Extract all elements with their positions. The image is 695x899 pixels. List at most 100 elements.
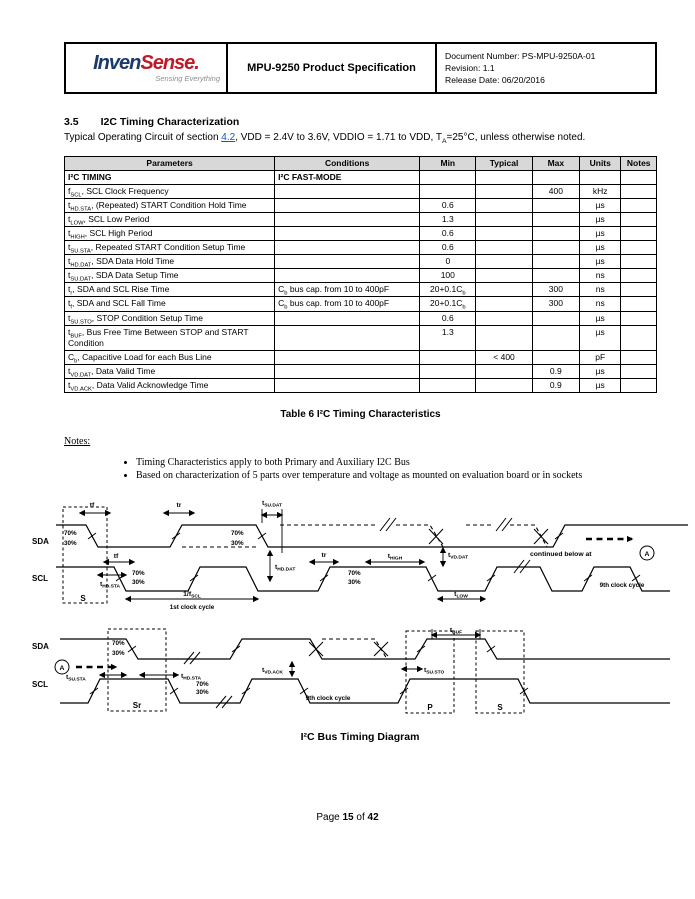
cell-units: µs [579,212,622,228]
table-row: fSCL, SCL Clock Frequency 400 kHz [63,184,657,200]
cell-units: µs [579,310,622,326]
table-row: tr, SDA and SCL Rise Time Cb bus cap. fro… [63,282,657,298]
cell-max [531,240,581,256]
continuation-a-label: A [60,665,65,672]
cell-min: 100 [419,268,477,284]
cell-cond [274,212,421,228]
break-marks [379,517,531,574]
cell-min [419,184,477,200]
section-number: 3.5 [64,116,79,128]
tr-label-sda: tr [177,502,182,509]
pct30-label: 30% [348,579,361,586]
cell-min [419,363,477,379]
cell-min [419,377,477,393]
cell-param: tHIGH, SCL High Period [63,226,276,242]
cell-cond [274,310,421,326]
continuation-a-label: A [645,551,650,558]
cell-cond [274,198,421,214]
page-footer: Page 15 of 42 [0,812,695,823]
cell-cond [274,254,421,270]
table-row: tVD.DAT, Data Valid Time 0.9 µs [63,363,657,379]
cell-typ [475,296,533,312]
cell-param: tLOW, SCL Low Period [63,212,276,228]
cell-max [531,170,581,186]
cell-param: tSU.STO, STOP Condition Setup Time [63,310,276,326]
cell-typ [475,226,533,242]
cell-notes [620,268,657,284]
page-number: 15 [342,812,354,823]
timing-diagram-row-2: Sr P S SDA SCL A 70% 30% tSU.STA tHD.STA… [32,627,670,714]
sda-alternate-dashed [182,524,548,548]
intro-paragraph: Typical Operating Circuit of section 4.2… [64,131,657,145]
cell-cond [274,240,421,256]
cell-max: 0.9 [531,377,581,393]
logo-sense: Sense. [140,52,199,74]
start-condition-label: S [497,703,503,712]
cell-param: tf, SDA and SCL Fall Time [63,296,276,312]
cell-notes [620,282,657,298]
page-total: 42 [367,812,379,823]
cell-max [531,212,581,228]
thdsta-label: tHD.STA [100,581,121,590]
document-header: InvenSense. Sensing Everything MPU-9250 … [64,42,657,94]
cell-units: µs [579,254,622,270]
diagram-caption: I²C Bus Timing Diagram [300,730,420,743]
notes-label: Notes: [64,435,91,447]
cell-max [531,310,581,326]
cell-notes [620,212,657,228]
waveforms-1 [56,524,688,592]
cell-typ: < 400 [475,349,533,365]
pct30-label: 30% [64,540,77,547]
cell-typ [475,198,533,214]
data-cross-marks [308,641,389,657]
notes-section: Notes: Timing Characteristics apply to b… [64,436,657,481]
cell-typ [475,268,533,284]
pct30-label: 30% [196,689,209,696]
cell-units: pF [579,349,622,365]
cell-min [419,349,477,365]
cell-units: ns [579,296,622,312]
sda-waveform [60,638,670,660]
continued-label: continued below at [530,551,592,558]
tlow-label: tLOW [454,591,468,600]
col-typical: Typical [475,155,533,172]
continuation-marker-a [639,545,655,561]
tbuf-label: tBUF [450,627,462,636]
pct70-label: 70% [112,640,125,647]
cell-min: 0 [419,254,477,270]
cell-units: kHz [579,184,622,200]
scl-waveform [60,678,670,704]
invensense-logo: InvenSense. Sensing Everything [66,44,228,92]
cell-param: tSU.DAT, SDA Data Setup Time [63,268,276,284]
col-units: Units [579,155,622,172]
cell-notes [620,226,657,242]
cell-units: ns [579,282,622,298]
start-condition-label: S [80,594,86,603]
section-link-4-2[interactable]: 4.2 [221,132,236,143]
cell-cond [274,377,421,393]
table-header-row: Parameters Conditions Min Typical Max Un… [63,155,657,172]
cell-param: I²C TIMING [63,170,276,186]
cell-typ [475,310,533,326]
cell-min: 0.6 [419,310,477,326]
cell-notes [620,363,657,379]
tr-label-scl: tr [322,552,327,559]
start-condition-box [62,506,108,604]
i2c-timing-table: Parameters Conditions Min Typical Max Un… [63,155,657,393]
table-row: tVD.ACK, Data Valid Acknowledge Time 0.9 µ… [63,377,657,393]
first-clock-cycle-label: 1st clock cycle [170,604,215,611]
start-condition-box [475,630,525,714]
cell-units: µs [579,377,622,393]
cell-cond: Cb bus cap. from 10 to 400pF [274,296,421,312]
fscl-label: 1/fSCL [183,591,201,600]
tf-label-scl: tf [114,553,119,560]
cell-notes [620,310,657,326]
cell-units: µs [579,198,622,214]
note-item: Timing Characteristics apply to both Pri… [136,457,636,468]
cell-typ [475,240,533,256]
cell-cond [274,324,421,351]
ninth-clock-cycle-label: 9th clock cycle [306,695,351,702]
cell-min [419,170,477,186]
cell-min: 1.3 [419,212,477,228]
repeated-start-label: Sr [133,701,141,710]
